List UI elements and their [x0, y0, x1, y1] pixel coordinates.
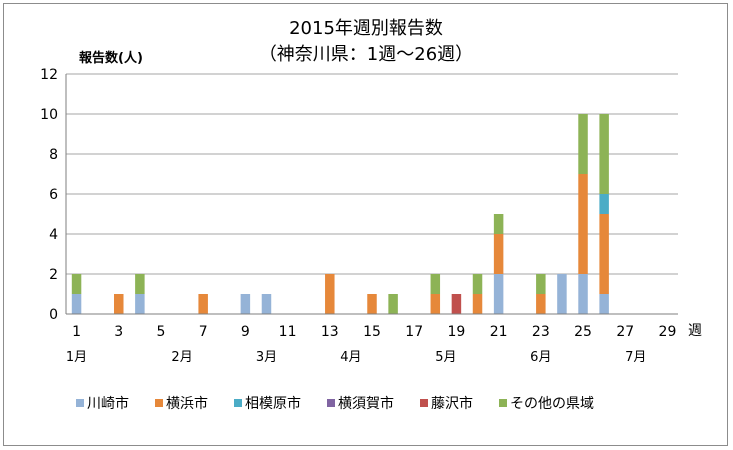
x-axis-label: 週 — [688, 323, 702, 339]
bar-segment — [536, 274, 546, 294]
x-tick-label: 5 — [157, 324, 166, 340]
bar-segment — [599, 294, 609, 314]
bar-segment — [493, 234, 504, 274]
bars-layer — [71, 114, 609, 314]
month-label: 1月 — [66, 350, 87, 365]
bar-segment — [472, 294, 483, 314]
month-label: 5月 — [435, 350, 456, 365]
x-tick-label: 29 — [659, 324, 677, 340]
y-tick-label: 0 — [49, 307, 58, 323]
bar-segment — [493, 274, 504, 314]
bar-segment — [599, 194, 609, 214]
bar-segment — [114, 294, 124, 314]
legend-swatch — [420, 399, 428, 407]
x-tick-label: 15 — [363, 324, 381, 340]
month-label: 4月 — [340, 350, 361, 365]
x-tick-label: 3 — [114, 324, 123, 340]
x-tick-label: 11 — [279, 324, 297, 340]
bar-segment — [71, 294, 82, 314]
legend-label: 横須賀市 — [338, 395, 394, 412]
bar-segment — [472, 274, 483, 294]
x-tick-label: 27 — [616, 324, 634, 340]
gridlines — [66, 73, 678, 275]
y-tick-label: 12 — [40, 67, 58, 83]
x-tick-label: 9 — [241, 324, 250, 340]
month-label: 3月 — [256, 350, 277, 365]
chart-title-line1: 2015年週別報告数 — [289, 18, 443, 39]
month-label: 2月 — [171, 350, 192, 365]
y-tick-label: 4 — [49, 227, 58, 243]
bar-segment — [367, 294, 377, 314]
legend: 川崎市 横浜市 相模原市 横須賀市 藤沢市 その他の県域 — [76, 395, 594, 412]
y-tick-label: 2 — [49, 267, 58, 283]
month-label: 7月 — [625, 350, 646, 365]
x-tick-label: 13 — [321, 324, 339, 340]
x-tick-label: 1 — [72, 324, 81, 340]
month-label: 6月 — [530, 350, 551, 365]
bar-segment — [578, 114, 588, 174]
bar-segment — [578, 274, 588, 314]
x-tick-label: 23 — [532, 324, 550, 340]
x-tick-label: 7 — [199, 324, 208, 340]
bar-segment — [430, 294, 441, 314]
legend-swatch — [499, 399, 507, 407]
legend-label: 横浜市 — [166, 395, 208, 412]
bar-segment — [430, 274, 441, 294]
y-axis-label: 報告数(人) — [79, 50, 143, 66]
stacked-bar-chart: 2015年週別報告数 （神奈川県：1週～26週） 報告数(人) 0 2 4 6 8 10 1… — [40, 18, 702, 412]
y-tick-label: 10 — [40, 107, 58, 123]
legend-swatch — [155, 399, 163, 407]
bar-segment — [451, 294, 462, 314]
x-tick-label: 17 — [405, 324, 423, 340]
bar-segment — [325, 274, 335, 314]
chart-title-line2: （神奈川県：1週～26週） — [259, 44, 473, 65]
bar-segment — [557, 274, 567, 314]
bar-segment — [261, 294, 272, 314]
bar-segment — [536, 294, 546, 314]
legend-swatch — [327, 399, 335, 407]
x-tick-label: 21 — [490, 324, 508, 340]
bar-segment — [493, 214, 504, 234]
bar-segment — [135, 294, 145, 314]
y-tick-label: 8 — [49, 147, 58, 163]
bar-segment — [240, 294, 251, 314]
bar-segment — [135, 274, 145, 294]
bar-segment — [578, 174, 588, 274]
bar-segment — [71, 274, 82, 294]
x-tick-label: 25 — [574, 324, 592, 340]
legend-label: 藤沢市 — [431, 395, 473, 412]
y-tick-label: 6 — [49, 187, 58, 203]
legend-swatch — [234, 399, 242, 407]
legend-swatch — [76, 399, 84, 407]
legend-label: その他の県域 — [510, 396, 594, 412]
bar-segment — [599, 214, 609, 294]
bar-segment — [599, 114, 609, 194]
legend-label: 川崎市 — [87, 395, 129, 412]
x-tick-label: 19 — [447, 324, 465, 340]
chart-frame: 2015年週別報告数 （神奈川県：1週～26週） 報告数(人) 0 2 4 6 8 10 1… — [3, 3, 728, 446]
bar-segment — [198, 294, 208, 314]
legend-label: 相模原市 — [245, 395, 301, 412]
bar-segment — [388, 294, 398, 314]
